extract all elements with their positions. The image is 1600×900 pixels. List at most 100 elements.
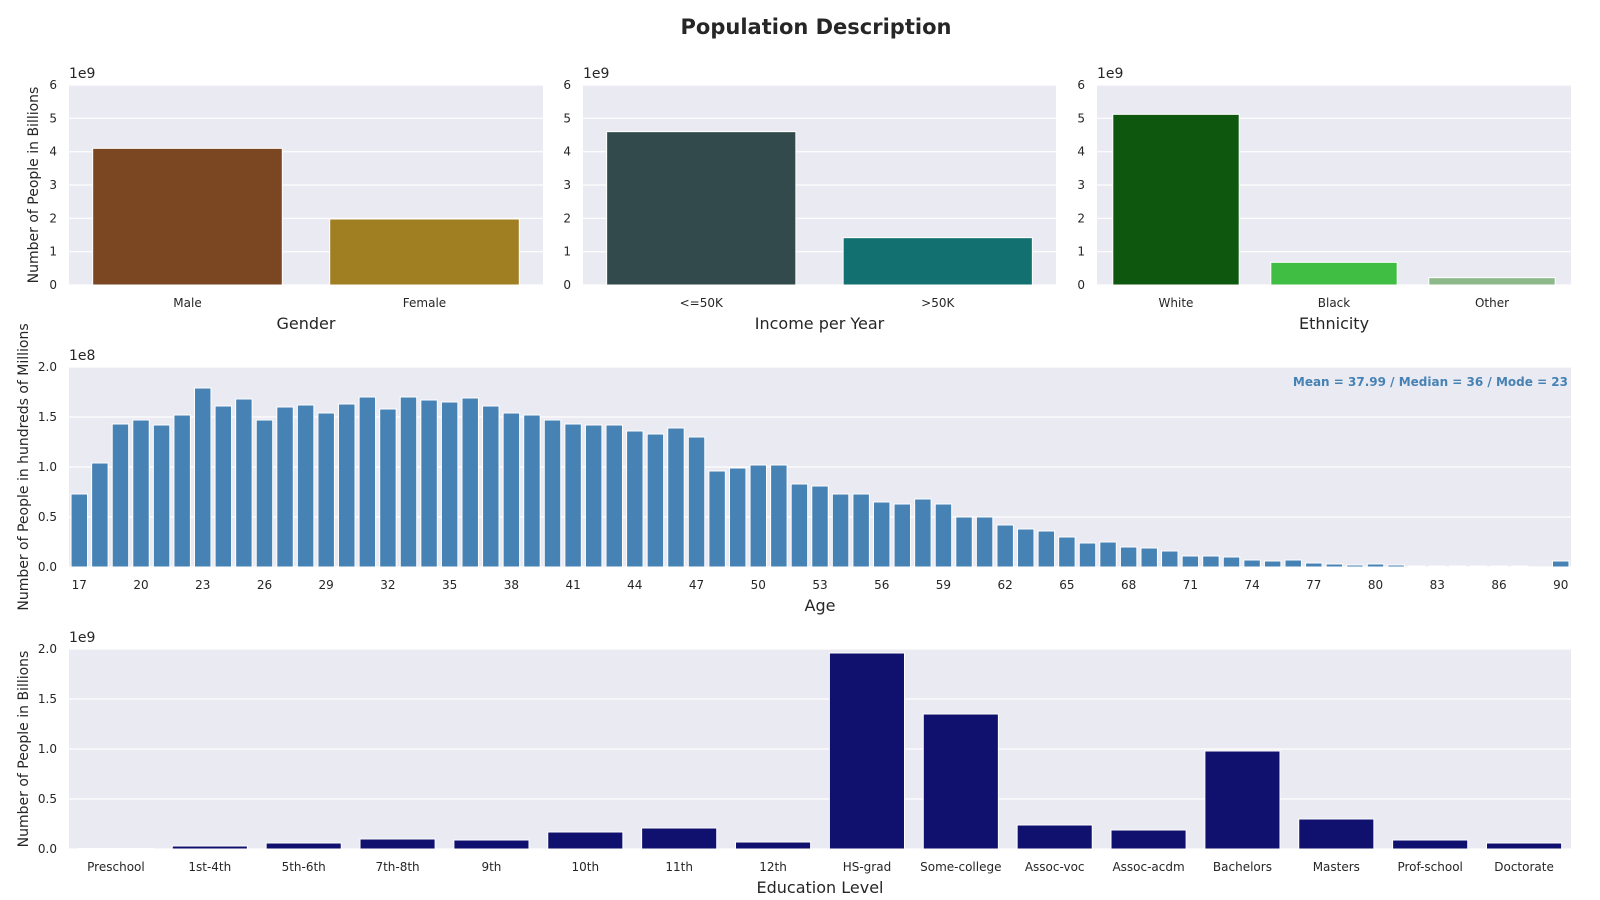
bar-44 [626, 430, 644, 568]
x-tick-label: 7th-8th [375, 860, 419, 874]
x-tick-label: >50K [921, 296, 955, 310]
x-tick-label: 68 [1121, 578, 1136, 592]
bar-78 [1325, 563, 1344, 568]
y-tick-label: 5 [49, 111, 57, 125]
bar-61 [975, 516, 994, 568]
bar-Black [1270, 261, 1398, 286]
bar-35 [440, 401, 459, 568]
x-tick-label: Some-college [920, 860, 1001, 874]
bar-47 [687, 436, 706, 568]
bar-34 [420, 399, 438, 568]
x-tick-label: 65 [1059, 578, 1074, 592]
bar-33 [399, 396, 418, 568]
x-tick-label: 41 [565, 578, 580, 592]
y-tick-label: 2 [49, 211, 57, 225]
bar-22 [173, 414, 191, 568]
y-offset-label: 1e9 [69, 630, 95, 646]
bar-Assoc-voc [1016, 824, 1093, 850]
bar-Some-college [922, 713, 999, 850]
x-tick-label: 53 [812, 578, 827, 592]
x-tick-label: HS-grad [843, 860, 892, 874]
bar-7th-8th [359, 838, 436, 850]
bar-25 [235, 398, 253, 568]
x-tick-label: Male [173, 296, 201, 310]
bar-59 [934, 503, 953, 568]
bar-42 [584, 424, 603, 568]
bar-Other [1428, 277, 1556, 286]
y-tick-label: 4 [563, 145, 571, 159]
y-tick-label: 1.5 [38, 692, 57, 706]
y-tick-label: 1.0 [38, 460, 57, 474]
bar-70 [1161, 550, 1179, 568]
bar-83 [1428, 565, 1446, 568]
bar-9th [453, 839, 530, 850]
bar-38 [502, 412, 521, 568]
y-tick-label: 5 [1077, 111, 1085, 125]
bar-39 [523, 414, 541, 568]
x-tick-label: 90 [1553, 578, 1568, 592]
bar-20 [132, 419, 150, 568]
y-tick-label: 0.0 [38, 560, 57, 574]
bar-72 [1202, 555, 1220, 568]
stats-annotation: Mean = 37.99 / Median = 36 / Mode = 23 [1293, 375, 1568, 389]
y-tick-label: 0.0 [38, 842, 57, 856]
y-tick-label: 0 [49, 278, 57, 292]
bar-81 [1387, 564, 1405, 568]
bar-76 [1284, 559, 1302, 568]
x-tick-label: 20 [133, 578, 148, 592]
bar-58 [914, 498, 932, 568]
bar-80 [1366, 563, 1385, 568]
x-axis-label: Gender [277, 314, 336, 333]
figure-title: Population Description [681, 15, 952, 39]
bar-18 [91, 462, 109, 568]
bar-50 [749, 464, 768, 568]
bar-Masters [1298, 818, 1375, 850]
y-tick-label: 0.5 [38, 510, 57, 524]
bar-69 [1140, 547, 1158, 568]
x-axis-label: Ethnicity [1299, 314, 1369, 333]
x-tick-label: 11th [665, 860, 693, 874]
y-offset-label: 1e8 [69, 348, 95, 364]
bar-64 [1037, 530, 1056, 568]
x-tick-label: Preschool [87, 860, 145, 874]
bar-27 [276, 406, 294, 568]
bar-21 [152, 424, 171, 568]
x-tick-label: 38 [504, 578, 519, 592]
bar-31 [358, 396, 377, 568]
x-tick-label: 29 [319, 578, 334, 592]
x-tick-label: 12th [759, 860, 787, 874]
chart-income: 0 1 2 3 4 5 6 1e9 <=50K >50K Income per Year [563, 66, 1056, 333]
x-tick-label: 71 [1183, 578, 1198, 592]
x-axis-label: Income per Year [755, 314, 885, 333]
x-tick-label: 10th [572, 860, 600, 874]
x-tick-label: <=50K [680, 296, 724, 310]
y-tick-label: 5 [563, 111, 571, 125]
x-tick-label: 80 [1368, 578, 1383, 592]
y-axis-label: Number of People in hundreds of Millions [16, 323, 32, 610]
x-tick-label: 9th [481, 860, 501, 874]
bar-49 [728, 467, 747, 568]
bar-19 [111, 423, 130, 568]
x-tick-label: Prof-school [1397, 860, 1462, 874]
bar-<=50K [606, 131, 797, 286]
y-tick-label: 4 [49, 145, 57, 159]
bar-46 [667, 427, 685, 568]
bar-40 [543, 419, 562, 568]
x-tick-label: Female [403, 296, 446, 310]
x-tick-label: 62 [998, 578, 1013, 592]
bar-Male [92, 147, 283, 286]
bar-5th-6th [265, 842, 342, 850]
bar-86 [1490, 565, 1508, 568]
x-tick-label: 50 [751, 578, 766, 592]
bar-73 [1222, 556, 1241, 568]
bar-24 [214, 405, 233, 568]
y-offset-label: 1e9 [69, 66, 95, 82]
chart-education: 0.0 0.5 1.0 1.5 2.0 1e9 Preschool 1st-4th 5th-6t… [16, 630, 1571, 897]
y-tick-label: 3 [563, 178, 571, 192]
y-tick-label: 0 [1077, 278, 1085, 292]
bar-23 [194, 387, 212, 568]
bar-Female [329, 218, 520, 286]
bar-57 [893, 503, 912, 568]
bar-54 [831, 493, 850, 568]
bar-37 [482, 405, 500, 568]
